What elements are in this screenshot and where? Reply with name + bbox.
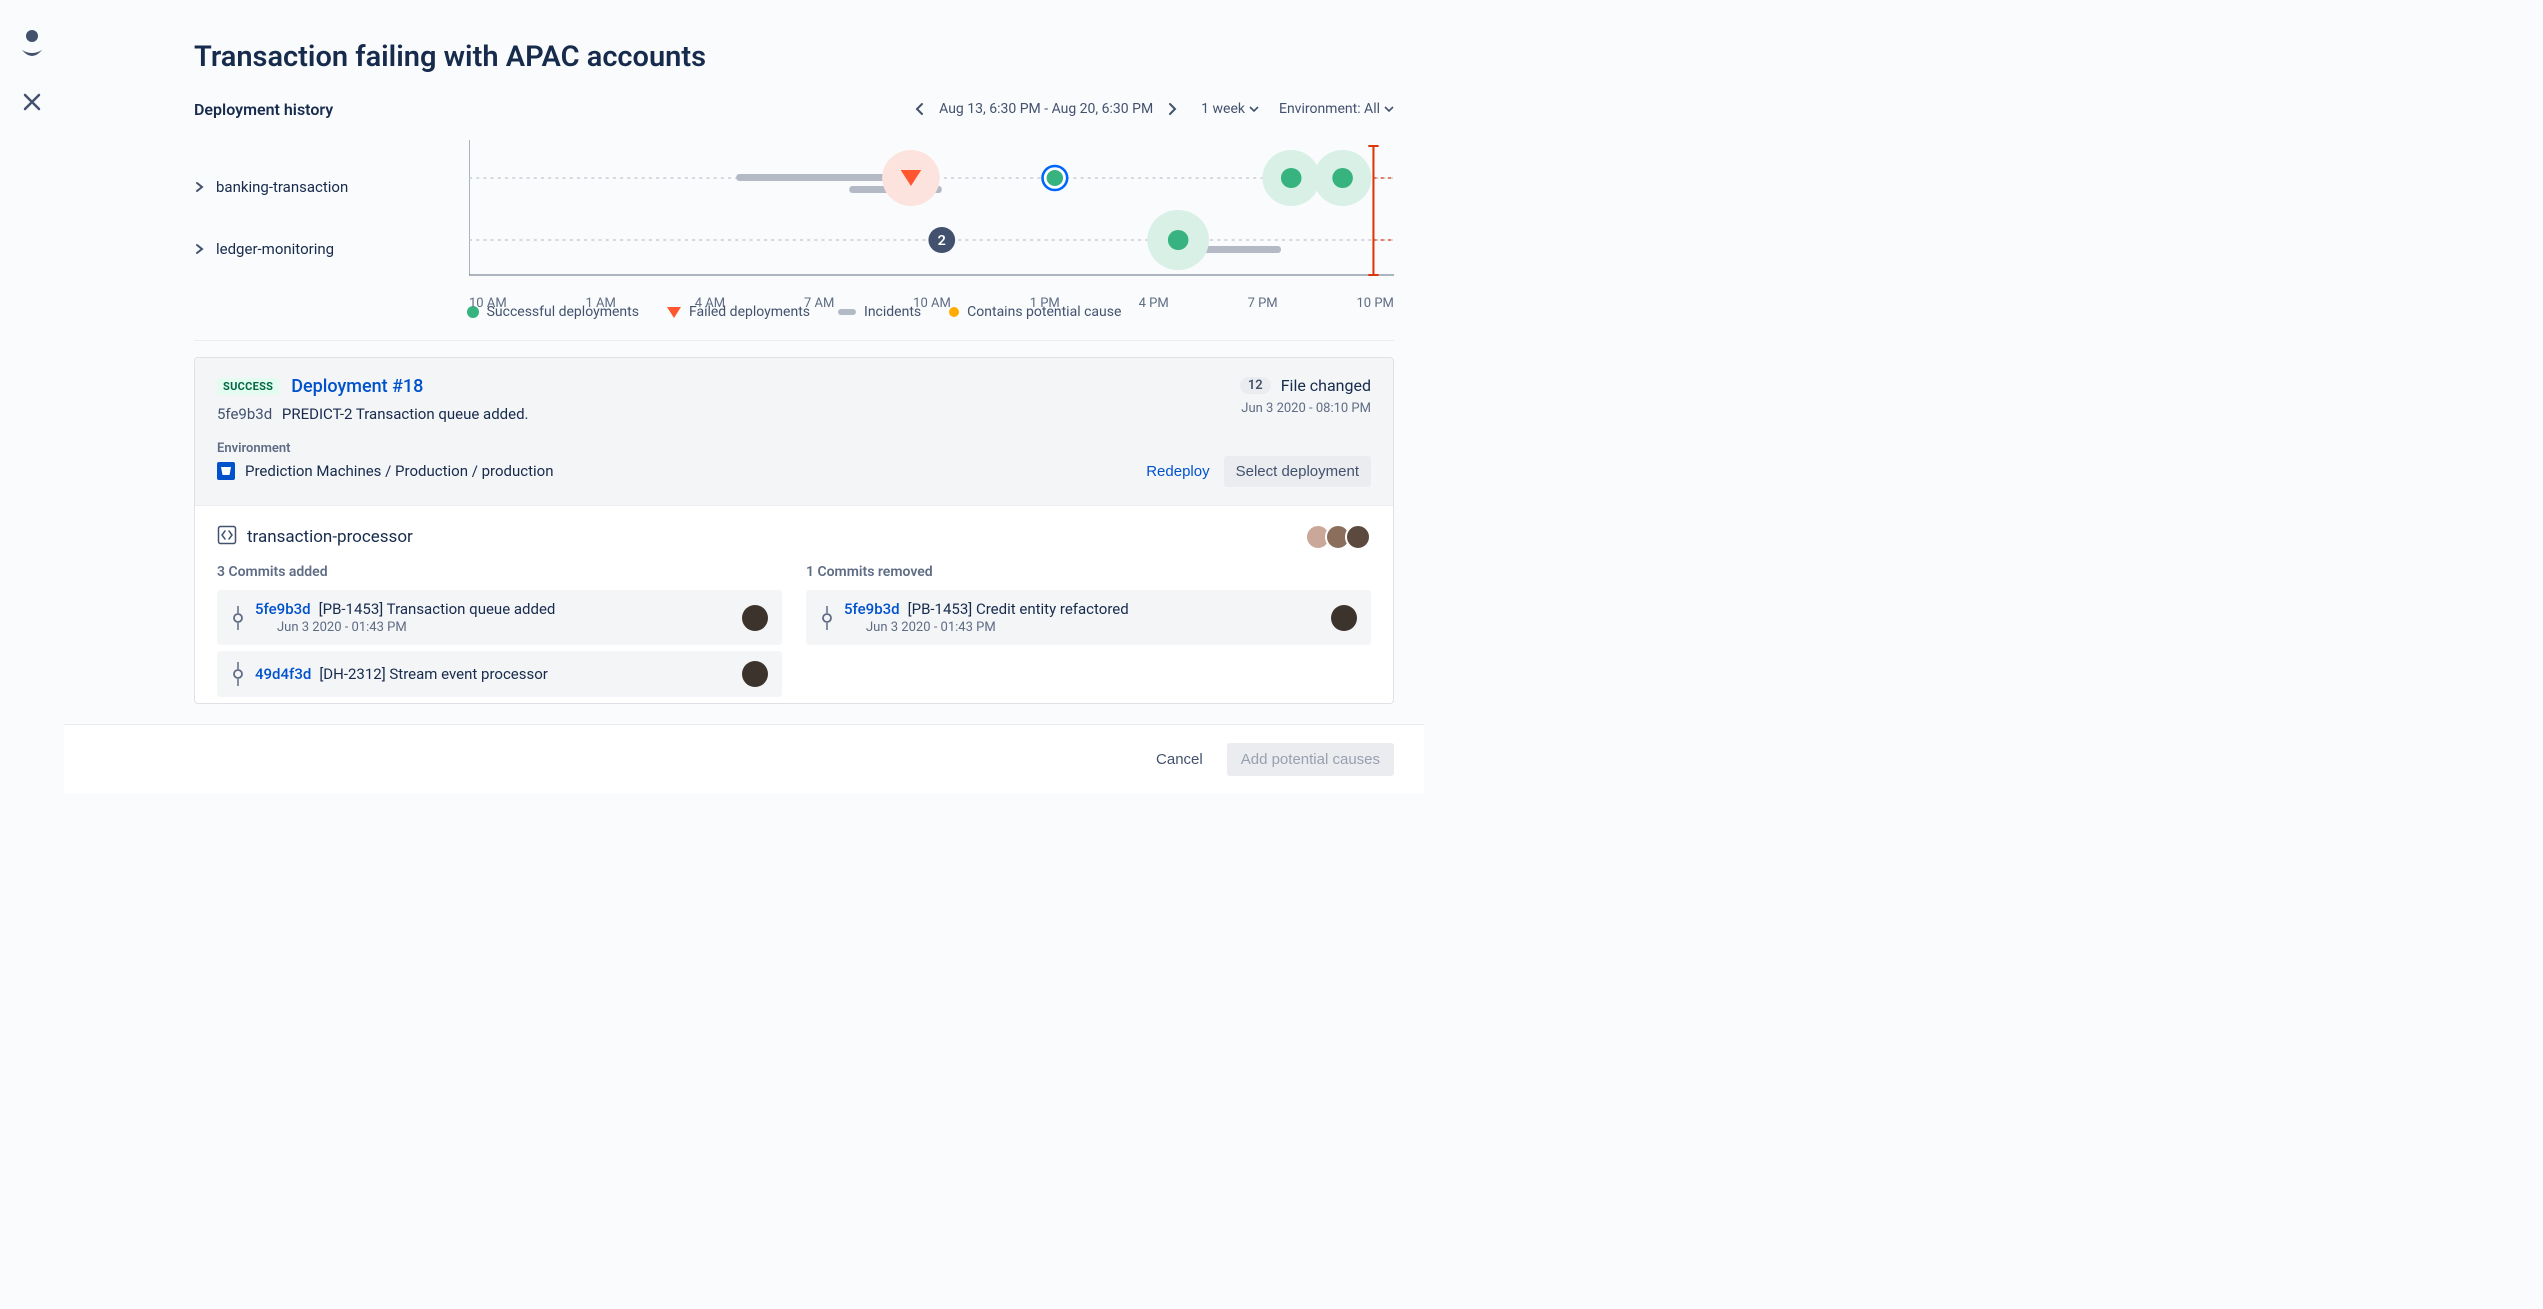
avatar [1331, 605, 1357, 631]
service-label: banking-transaction [216, 178, 348, 196]
bitbucket-icon [217, 462, 235, 480]
date-range-label: Aug 13, 6:30 PM - Aug 20, 6:30 PM [939, 101, 1153, 117]
commit-icon [231, 606, 245, 630]
deployment-card: SUCCESS Deployment #18 5fe9b3d PREDICT-2… [194, 357, 1394, 704]
commits-removed-label: 1 Commits removed [806, 564, 1371, 580]
page-title: Transaction failing with APAC accounts [64, 40, 1424, 74]
prev-range-button[interactable] [911, 98, 929, 120]
redeploy-button[interactable]: Redeploy [1142, 456, 1213, 487]
close-icon[interactable] [22, 92, 42, 116]
files-changed-count: 12 [1240, 377, 1271, 394]
commit-row[interactable]: 49d4f3d [DH-2312] Stream event processor [217, 651, 782, 697]
deployment-history-title: Deployment history [194, 100, 333, 119]
commits-added-label: 3 Commits added [217, 564, 782, 580]
service-row-ledger[interactable]: ledger-monitoring [194, 218, 469, 280]
contributor-avatars [1311, 524, 1371, 550]
commit-message: [PB-1453] Credit entity refactored [908, 600, 1129, 618]
commit-timestamp: Jun 3 2020 - 01:43 PM [277, 620, 732, 635]
commit-hash[interactable]: 5fe9b3d [255, 600, 311, 618]
deployment-timestamp: Jun 3 2020 - 08:10 PM [1241, 401, 1371, 416]
commit-icon [820, 606, 834, 630]
date-range-nav: Aug 13, 6:30 PM - Aug 20, 6:30 PM [911, 98, 1181, 120]
status-badge: SUCCESS [217, 378, 279, 395]
service-row-banking[interactable]: banking-transaction [194, 156, 469, 218]
svg-text:2: 2 [938, 233, 946, 249]
commit-message: [PB-1453] Transaction queue added [319, 600, 556, 618]
logo-icon [20, 30, 44, 64]
commit-hash[interactable]: 5fe9b3d [844, 600, 900, 618]
environment-path: Prediction Machines / Production / produ… [217, 462, 1142, 480]
environment-dropdown[interactable]: Environment: All [1279, 101, 1394, 117]
period-dropdown[interactable]: 1 week [1201, 101, 1259, 117]
environment-label: Environment [217, 441, 1142, 456]
commit-icon [231, 662, 245, 686]
add-potential-causes-button[interactable]: Add potential causes [1227, 743, 1394, 776]
repo-name: transaction-processor [247, 527, 413, 547]
next-range-button[interactable] [1163, 98, 1181, 120]
deployment-link[interactable]: Deployment #18 [291, 376, 423, 397]
commit-hash[interactable]: 49d4f3d [255, 665, 311, 683]
commit-message: [DH-2312] Stream event processor [319, 665, 548, 683]
files-changed-label: File changed [1281, 376, 1371, 395]
timeline-chart: 2 [469, 140, 1394, 290]
commit-timestamp: Jun 3 2020 - 01:43 PM [866, 620, 1321, 635]
commit-row[interactable]: 5fe9b3d [PB-1453] Transaction queue added… [217, 590, 782, 645]
service-label: ledger-monitoring [216, 240, 334, 258]
avatar [742, 605, 768, 631]
commit-row[interactable]: 5fe9b3d [PB-1453] Credit entity refactore… [806, 590, 1371, 645]
select-deployment-button[interactable]: Select deployment [1224, 456, 1371, 487]
code-icon [217, 525, 237, 550]
avatar [742, 661, 768, 687]
avatar [1345, 524, 1371, 550]
cancel-button[interactable]: Cancel [1142, 743, 1217, 776]
deployment-commit: 5fe9b3d PREDICT-2 Transaction queue adde… [217, 405, 1142, 423]
